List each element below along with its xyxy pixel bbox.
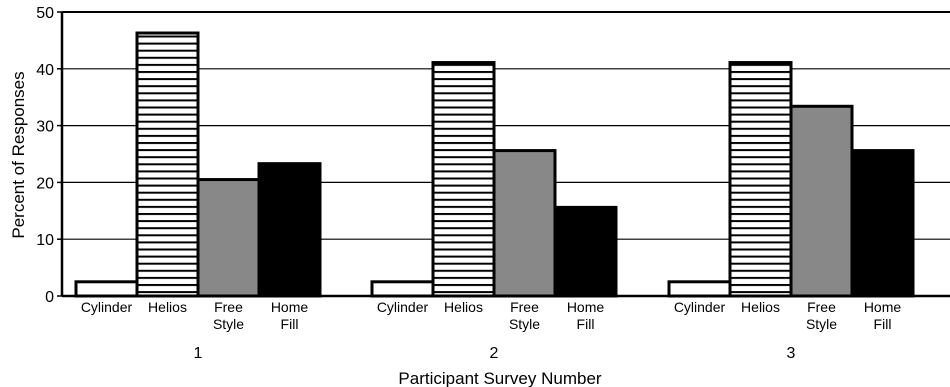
group-label: 1 (194, 345, 203, 362)
bar-helios-group-3 (728, 61, 793, 298)
category-label: Free (214, 299, 243, 315)
category-label: Cylinder (377, 299, 429, 315)
category-label: Fill (577, 316, 595, 332)
bar-home-fill-group-3 (850, 149, 915, 298)
y-tick-label: 20 (36, 175, 54, 192)
axes-layer (57, 11, 950, 298)
group-label: 3 (787, 345, 796, 362)
bar-cylinder-group-2 (370, 280, 435, 298)
y-tick-label: 50 (36, 5, 54, 22)
y-tick-label: 0 (45, 289, 54, 306)
category-label: Cylinder (81, 299, 133, 315)
category-label: Fill (281, 316, 299, 332)
y-tick-label: 30 (36, 119, 54, 136)
category-label: Style (509, 316, 540, 332)
bar-cylinder-group-3 (667, 280, 732, 298)
bar-home-fill-group-1 (257, 162, 322, 298)
category-label: Helios (741, 299, 780, 315)
bar-free-style-group-2 (492, 149, 557, 298)
bar-cylinder-group-1 (74, 280, 139, 298)
category-label: Free (510, 299, 539, 315)
group-label: 2 (490, 345, 499, 362)
bar-home-fill-group-2 (553, 205, 618, 298)
category-label: Home (271, 299, 309, 315)
y-tick-label: 40 (36, 62, 54, 79)
category-label: Home (567, 299, 605, 315)
category-label: Style (806, 316, 837, 332)
category-label: Helios (444, 299, 483, 315)
category-label: Home (864, 299, 902, 315)
y-axis-label: Percent of Responses (9, 71, 28, 238)
y-tick-label: 10 (36, 232, 54, 249)
x-axis-label: Participant Survey Number (398, 369, 601, 387)
bar-helios-group-2 (431, 61, 496, 298)
category-label: Style (213, 316, 244, 332)
bars-layer (74, 31, 915, 298)
category-label: Helios (148, 299, 187, 315)
bar-free-style-group-1 (196, 178, 261, 298)
category-label: Fill (874, 316, 892, 332)
bar-free-style-group-3 (789, 104, 854, 298)
bar-helios-group-1 (135, 31, 200, 298)
category-label: Cylinder (674, 299, 726, 315)
category-label: Free (807, 299, 836, 315)
